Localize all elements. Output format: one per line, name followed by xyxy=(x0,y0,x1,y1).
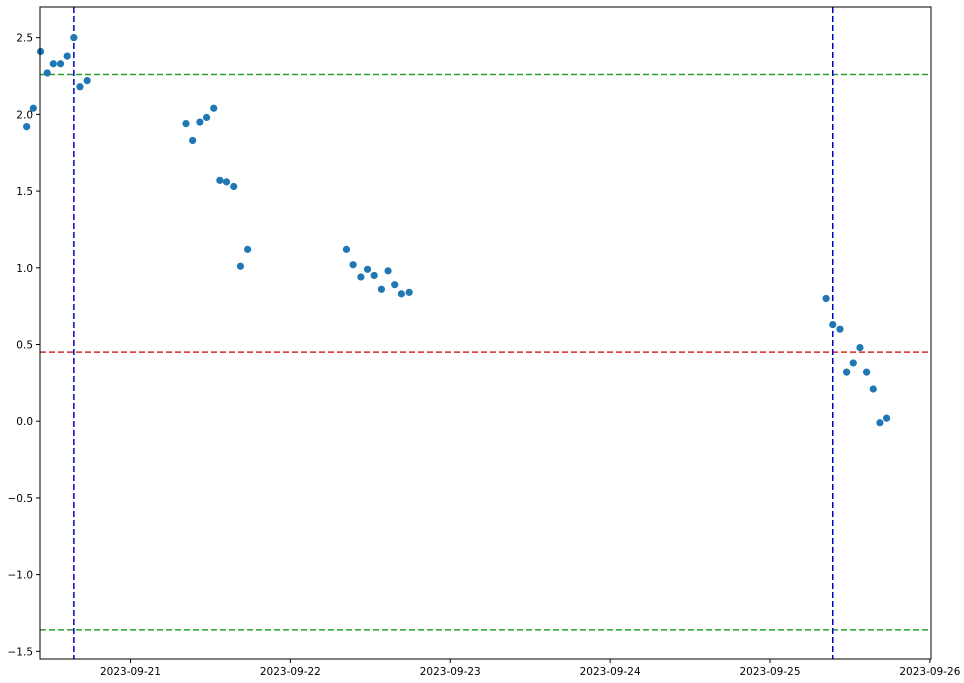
plot-area xyxy=(40,7,931,659)
data-point-37 xyxy=(869,385,877,393)
data-point-14 xyxy=(210,104,218,112)
y-tick-label-4: 0.5 xyxy=(16,340,33,352)
data-point-16 xyxy=(222,178,231,186)
x-axis: 2023-09-21 2023-09-22 2023-09-23 2023-09-24… xyxy=(100,659,961,678)
data-point-22 xyxy=(357,273,365,281)
data-point-38 xyxy=(876,419,884,427)
data-point-4 xyxy=(49,60,57,68)
data-point-3 xyxy=(43,69,51,77)
data-point-0 xyxy=(23,123,31,131)
data-point-26 xyxy=(384,267,392,275)
data-point-31 xyxy=(829,320,837,329)
data-point-17 xyxy=(230,182,238,191)
data-point-10 xyxy=(182,119,190,128)
x-tick-label-1: 2023-09-22 xyxy=(260,666,321,678)
x-tick-label-3: 2023-09-24 xyxy=(580,666,641,678)
x-tick-label-5: 2023-09-26 xyxy=(899,666,960,678)
y-tick-label-1: −1.0 xyxy=(8,570,34,582)
plot-frame xyxy=(39,6,932,660)
data-point-30 xyxy=(822,294,830,303)
data-point-33 xyxy=(843,368,851,376)
data-point-34 xyxy=(849,359,857,367)
data-point-1 xyxy=(29,104,37,112)
data-point-18 xyxy=(236,262,245,270)
data-point-36 xyxy=(863,368,871,376)
data-point-35 xyxy=(856,343,864,352)
y-axis: −1.5 −1.0 −0.5 0.0 0.5 1.0 1.5 2.0 2.5 xyxy=(8,33,40,658)
data-point-5 xyxy=(56,60,65,68)
y-tick-label-5: 1.0 xyxy=(16,263,33,275)
data-point-19 xyxy=(244,245,252,253)
data-point-32 xyxy=(836,325,844,333)
data-point-25 xyxy=(377,285,386,293)
data-point-9 xyxy=(83,77,91,85)
y-tick-label-7: 2.0 xyxy=(16,109,33,121)
data-point-6 xyxy=(63,52,71,60)
y-tick-label-8: 2.5 xyxy=(16,33,33,45)
data-point-39 xyxy=(882,414,891,422)
data-point-29 xyxy=(405,288,413,296)
reference-lines xyxy=(40,7,931,659)
y-tick-label-0: −1.5 xyxy=(8,646,34,658)
y-tick-label-6: 1.5 xyxy=(16,186,33,198)
x-tick-label-0: 2023-09-21 xyxy=(100,666,161,678)
data-point-12 xyxy=(196,118,204,126)
x-tick-label-2: 2023-09-23 xyxy=(420,666,481,678)
data-point-28 xyxy=(397,290,405,298)
data-points xyxy=(23,34,891,427)
data-point-20 xyxy=(342,245,351,253)
data-point-15 xyxy=(216,176,224,184)
data-point-21 xyxy=(349,261,357,269)
x-tick-label-4: 2023-09-25 xyxy=(739,666,800,678)
data-point-24 xyxy=(370,271,378,280)
y-tick-label-2: −0.5 xyxy=(8,493,34,505)
data-point-23 xyxy=(363,265,372,273)
data-point-13 xyxy=(202,113,211,122)
data-point-8 xyxy=(76,83,84,91)
data-point-2 xyxy=(36,47,45,56)
data-point-27 xyxy=(391,281,399,289)
data-point-7 xyxy=(70,34,78,42)
data-point-11 xyxy=(189,136,197,145)
y-tick-label-3: 0.0 xyxy=(16,416,33,428)
